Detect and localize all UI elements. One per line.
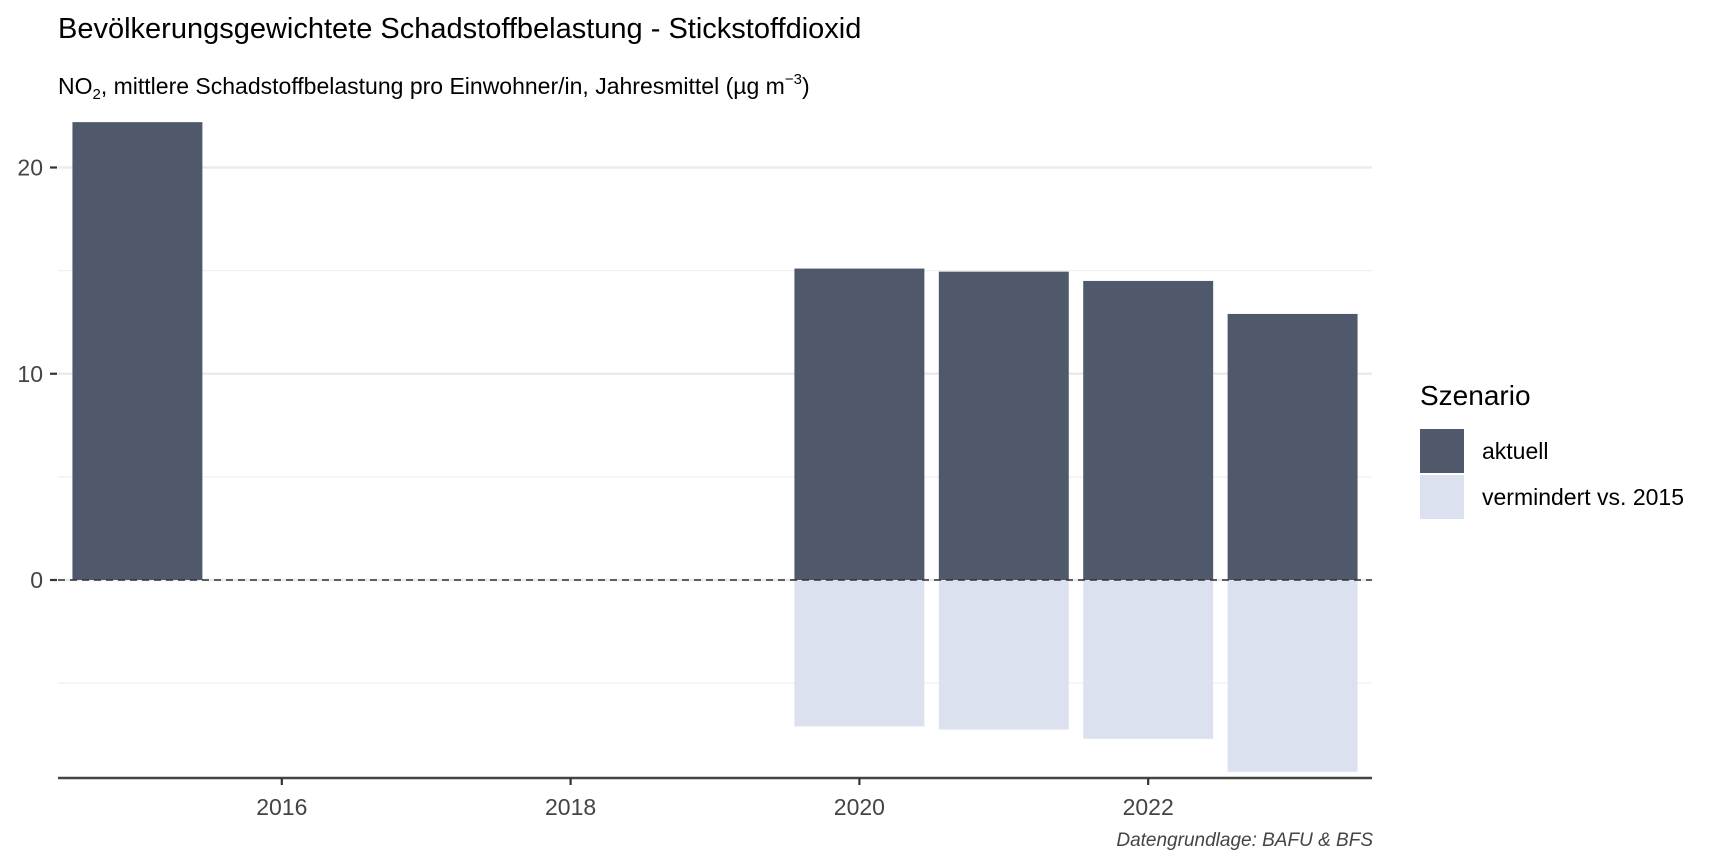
subtitle-sup: −3 (784, 71, 802, 88)
bar-vermindert-2023 (1227, 580, 1358, 772)
subtitle-pre: NO (58, 73, 93, 99)
subtitle-sub: 2 (92, 86, 101, 103)
bar-vermindert-2020 (794, 580, 925, 727)
bar-vermindert-2022 (1083, 580, 1214, 739)
y-tick-label-0: 0 (30, 567, 43, 593)
subtitle-mid: , mittlere Schadstoffbelastung pro Einwo… (100, 73, 785, 99)
bar-aktuell-2015 (72, 122, 203, 580)
legend-label-vermindert: vermindert vs. 2015 (1482, 483, 1684, 510)
chart-subtitle: NO2, mittlere Schadstoffbelastung pro Ei… (58, 71, 810, 103)
chart-caption: Datengrundlage: BAFU & BFS (1116, 830, 1373, 851)
x-tick-label-2020: 2020 (834, 794, 885, 820)
legend-item-vermindert: vermindert vs. 2015 (1420, 474, 1684, 520)
bar-aktuell-2021 (938, 271, 1069, 580)
chart-title: Bevölkerungsgewichtete Schadstoffbelastu… (58, 13, 862, 45)
bar-aktuell-2023 (1227, 313, 1358, 580)
x-tick-label-2016: 2016 (256, 794, 307, 820)
bar-aktuell-2020 (794, 268, 925, 580)
legend-item-aktuell: aktuell (1420, 428, 1684, 474)
y-tick-label-20: 20 (17, 155, 43, 181)
x-tick-label-2022: 2022 (1123, 794, 1174, 820)
legend-title: Szenario (1420, 380, 1531, 411)
y-tick-label-10: 10 (17, 361, 43, 387)
subtitle-post: ) (801, 73, 810, 99)
x-tick-label-2018: 2018 (545, 794, 596, 820)
bar-vermindert-2021 (938, 580, 1069, 730)
legend-label-aktuell: aktuell (1482, 437, 1549, 464)
legend: Szenario aktuell vermindert vs. 2015 (1420, 380, 1684, 520)
legend-swatch-vermindert (1420, 475, 1464, 519)
bar-aktuell-2022 (1083, 280, 1214, 580)
legend-swatch-aktuell (1420, 429, 1464, 473)
